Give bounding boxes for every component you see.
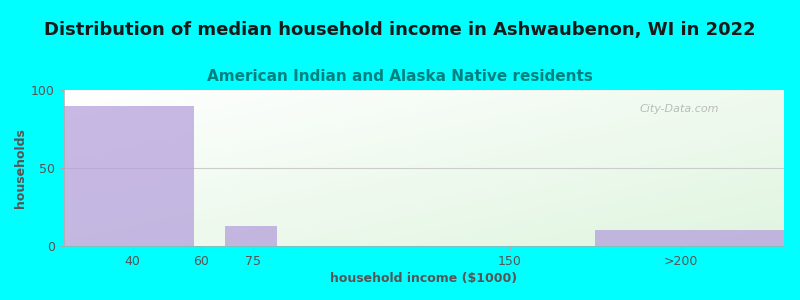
Bar	[64, 106, 194, 246]
Text: American Indian and Alaska Native residents: American Indian and Alaska Native reside…	[207, 69, 593, 84]
Y-axis label: households: households	[14, 128, 27, 208]
X-axis label: household income ($1000): household income ($1000)	[330, 272, 518, 285]
Text: Distribution of median household income in Ashwaubenon, WI in 2022: Distribution of median household income …	[44, 21, 756, 39]
Bar	[595, 230, 784, 246]
Text: City-Data.com: City-Data.com	[640, 104, 719, 114]
Bar	[225, 226, 277, 246]
